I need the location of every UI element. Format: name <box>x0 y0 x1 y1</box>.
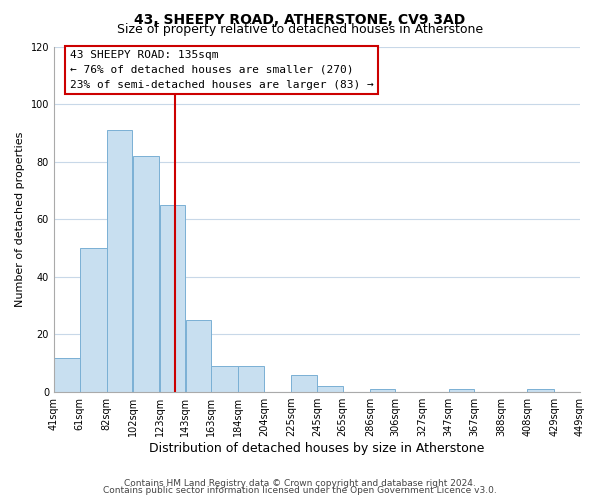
Bar <box>107 130 133 392</box>
Bar <box>449 389 474 392</box>
Bar <box>211 366 238 392</box>
Text: Contains public sector information licensed under the Open Government Licence v3: Contains public sector information licen… <box>103 486 497 495</box>
Y-axis label: Number of detached properties: Number of detached properties <box>15 132 25 307</box>
Bar <box>292 375 317 392</box>
Bar <box>80 248 107 392</box>
Text: 43, SHEEPY ROAD, ATHERSTONE, CV9 3AD: 43, SHEEPY ROAD, ATHERSTONE, CV9 3AD <box>134 12 466 26</box>
Bar <box>370 389 395 392</box>
Bar <box>238 366 264 392</box>
Bar <box>133 156 160 392</box>
Text: Size of property relative to detached houses in Atherstone: Size of property relative to detached ho… <box>117 22 483 36</box>
Bar <box>54 358 80 392</box>
Bar <box>527 389 554 392</box>
Text: Contains HM Land Registry data © Crown copyright and database right 2024.: Contains HM Land Registry data © Crown c… <box>124 478 476 488</box>
Bar <box>317 386 343 392</box>
Text: 43 SHEEPY ROAD: 135sqm
← 76% of detached houses are smaller (270)
23% of semi-de: 43 SHEEPY ROAD: 135sqm ← 76% of detached… <box>70 50 373 90</box>
X-axis label: Distribution of detached houses by size in Atherstone: Distribution of detached houses by size … <box>149 442 485 455</box>
Bar <box>160 205 185 392</box>
Bar <box>185 320 211 392</box>
